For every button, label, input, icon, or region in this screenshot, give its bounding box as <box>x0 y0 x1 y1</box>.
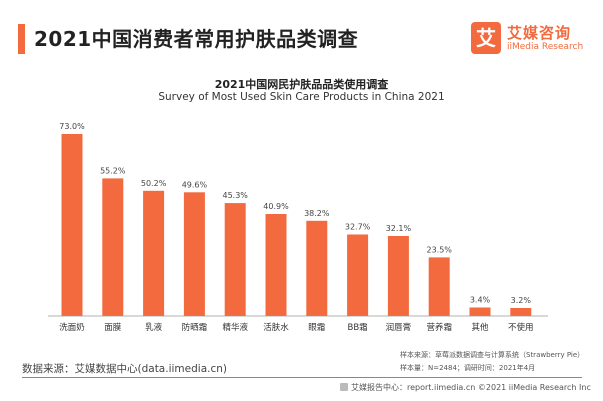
value-label-7: 32.7% <box>345 223 371 232</box>
category-label-10: 其他 <box>471 322 489 333</box>
value-label-10: 3.4% <box>470 296 491 305</box>
category-label-4: 精华液 <box>222 322 248 333</box>
value-label-9: 23.5% <box>426 245 452 254</box>
bar-1 <box>102 178 124 316</box>
value-label-0: 73.0% <box>59 122 85 131</box>
category-label-6: 眼霜 <box>308 323 325 333</box>
bar-8 <box>387 236 409 316</box>
value-label-1: 55.2% <box>100 166 126 175</box>
category-label-11: 不使用 <box>508 322 534 333</box>
report-center-icon <box>340 383 348 391</box>
sample-source-note: 样本来源：草莓派数据调查与计算系统（Strawberry Pie） <box>400 351 585 359</box>
bar-3 <box>183 192 205 316</box>
chart-subtitle: Survey of Most Used Skin Care Products i… <box>158 91 445 103</box>
category-label-3: 防晒霜 <box>182 322 208 333</box>
value-label-3: 49.6% <box>182 180 208 189</box>
category-label-2: 乳液 <box>145 322 163 333</box>
value-label-4: 45.3% <box>222 191 248 200</box>
bar-2 <box>143 190 165 316</box>
bar-0 <box>61 134 83 316</box>
title-accent-bar <box>18 24 25 54</box>
chart-title: 2021中国网民护肤品品类使用调查 <box>214 78 389 91</box>
bar-10 <box>469 307 491 316</box>
sample-size-note: 样本量：N=2484；调研时间：2021年4月 <box>400 364 536 372</box>
page-title: 2021中国消费者常用护肤品类调查 <box>34 27 359 51</box>
value-label-6: 38.2% <box>304 209 330 218</box>
value-label-11: 3.2% <box>511 296 532 305</box>
footer-copyright: 艾媒报告中心：report.iimedia.cn ©2021 iiMedia R… <box>351 383 591 392</box>
logo-mark-icon: 艾 <box>471 22 501 54</box>
logo-text-en: iiMedia Research <box>507 42 584 52</box>
logo-text-cn: 艾媒咨询 <box>507 24 572 42</box>
bar-7 <box>347 234 369 316</box>
category-label-5: 活肤水 <box>263 322 289 333</box>
bar-5 <box>265 214 287 316</box>
category-label-8: 润唇膏 <box>386 322 412 333</box>
footer-divider <box>22 377 582 378</box>
category-label-1: 面膜 <box>104 322 122 333</box>
brand-logo: 艾 艾媒咨询 iiMedia Research <box>471 22 589 58</box>
bar-11 <box>510 308 532 316</box>
bar-6 <box>306 220 328 316</box>
value-label-8: 32.1% <box>386 224 412 233</box>
footer-text: 艾媒报告中心：report.iimedia.cn ©2021 iiMedia R… <box>340 382 591 393</box>
value-label-5: 40.9% <box>263 202 289 211</box>
category-label-0: 洗面奶 <box>59 322 85 333</box>
data-source: 数据来源：艾媒数据中心(data.iimedia.cn) <box>22 363 227 375</box>
category-label-9: 营养霜 <box>426 322 452 333</box>
value-label-2: 50.2% <box>141 179 167 188</box>
bar-9 <box>428 257 450 316</box>
category-label-7: BB霜 <box>348 323 368 333</box>
bar-4 <box>224 203 246 316</box>
